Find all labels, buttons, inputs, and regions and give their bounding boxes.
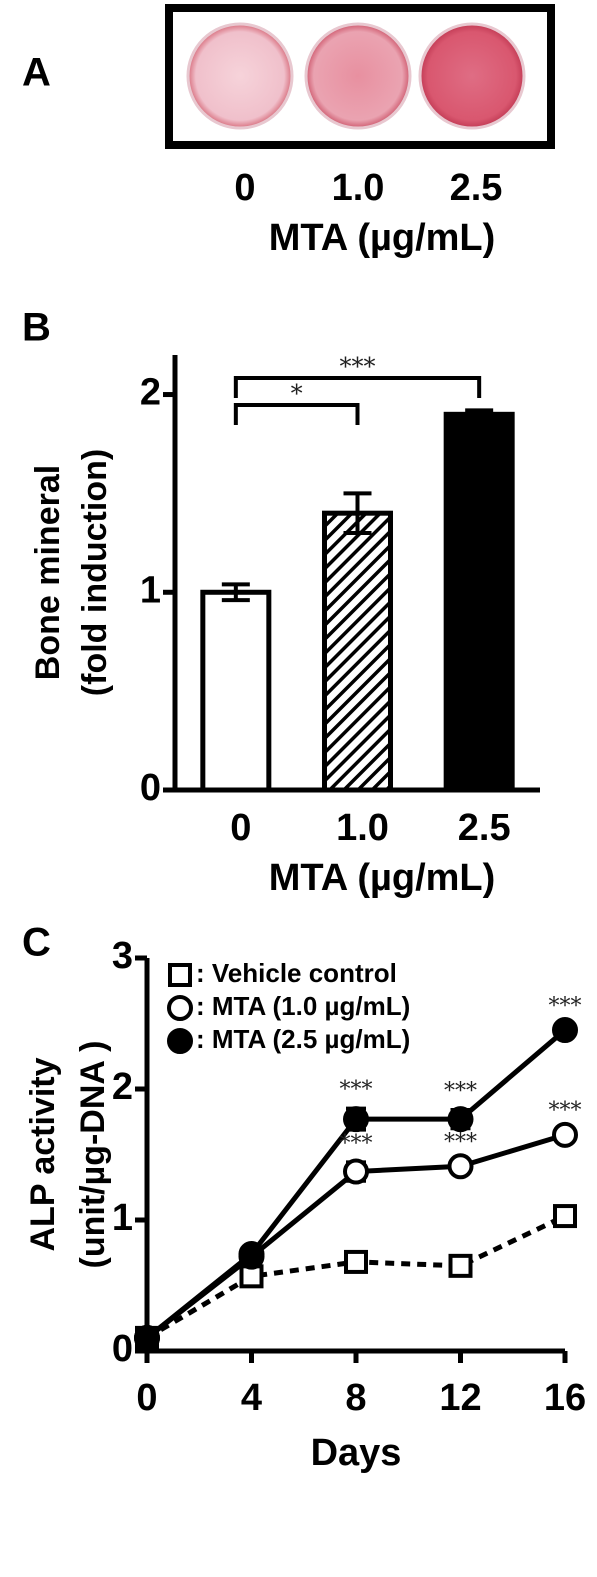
significance-label: *** bbox=[340, 1078, 373, 1103]
y-axis-label: (fold induction) bbox=[76, 449, 114, 696]
panel-label: A bbox=[22, 51, 51, 95]
legend-label: : MTA (1.0 µg/mL) bbox=[196, 991, 410, 1021]
well bbox=[186, 22, 294, 130]
significance-label: * bbox=[291, 380, 303, 408]
well-label: 0 bbox=[234, 167, 255, 209]
y-tick-label: 2 bbox=[140, 372, 161, 414]
y-axis-label: ALP activity bbox=[24, 1057, 62, 1251]
significance-label: *** bbox=[549, 1099, 582, 1124]
significance-label: *** bbox=[340, 1131, 373, 1156]
marker bbox=[238, 1241, 265, 1268]
series-line bbox=[145, 1213, 567, 1341]
bar bbox=[322, 510, 393, 793]
error-bar bbox=[343, 491, 372, 535]
x-tick-label: 0 bbox=[230, 807, 251, 849]
y-tick-label: 1 bbox=[140, 569, 161, 611]
marker bbox=[552, 1121, 578, 1148]
well-label: 2.5 bbox=[450, 167, 503, 209]
well bbox=[418, 22, 526, 130]
bar bbox=[200, 589, 272, 793]
bar bbox=[443, 411, 515, 793]
x-tick-label: 16 bbox=[544, 1377, 586, 1419]
marker bbox=[448, 1253, 473, 1278]
legend-marker bbox=[167, 995, 193, 1021]
marker bbox=[343, 1106, 369, 1133]
significance-bracket bbox=[233, 403, 360, 425]
marker bbox=[447, 1153, 474, 1180]
x-axis-label: MTA (µg/mL) bbox=[269, 857, 496, 899]
legend-marker bbox=[167, 1028, 193, 1054]
legend-label: : Vehicle control bbox=[196, 958, 397, 988]
marker bbox=[447, 1106, 474, 1133]
y-tick-label: 2 bbox=[112, 1066, 133, 1108]
x-tick-label: 12 bbox=[439, 1377, 481, 1419]
significance-label: *** bbox=[549, 994, 582, 1019]
legend-label: : MTA (2.5 µg/mL) bbox=[196, 1024, 410, 1054]
x-tick-label: 2.5 bbox=[458, 807, 511, 849]
y-tick-label: 3 bbox=[112, 935, 133, 977]
marker bbox=[343, 1158, 369, 1185]
x-axis-label: MTA (µg/mL) bbox=[269, 217, 496, 259]
significance-label: *** bbox=[444, 1079, 477, 1104]
panel-label: B bbox=[22, 306, 51, 350]
y-axis-label: Bone mineral bbox=[29, 465, 67, 680]
y-tick-label: 1 bbox=[112, 1197, 133, 1239]
x-tick-label: 4 bbox=[241, 1377, 262, 1419]
significance-label: *** bbox=[444, 1130, 477, 1155]
x-axis-label: Days bbox=[311, 1432, 402, 1474]
error-bar bbox=[465, 408, 494, 421]
y-axis-label: (unit/µg-DNA ) bbox=[74, 1041, 112, 1269]
well-label: 1.0 bbox=[332, 167, 385, 209]
significance-label: *** bbox=[340, 353, 376, 381]
error-bar bbox=[221, 582, 250, 603]
marker bbox=[134, 1324, 160, 1351]
y-tick-label: 0 bbox=[112, 1328, 133, 1370]
x-tick-label: 8 bbox=[345, 1377, 366, 1419]
well bbox=[304, 22, 412, 130]
panel-label: C bbox=[22, 921, 51, 965]
significance-bracket bbox=[233, 376, 482, 398]
marker bbox=[344, 1249, 368, 1274]
y-tick-label: 0 bbox=[140, 767, 161, 809]
marker bbox=[553, 1204, 577, 1229]
legend-marker bbox=[168, 963, 192, 987]
x-tick-label: 1.0 bbox=[336, 807, 389, 849]
marker bbox=[552, 1017, 578, 1044]
x-tick-label: 0 bbox=[136, 1377, 157, 1419]
